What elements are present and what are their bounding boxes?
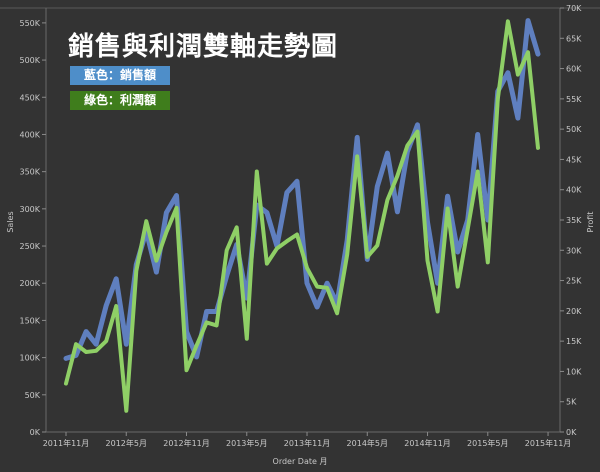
left-tick-label: 250K <box>19 242 40 251</box>
right-axis-title: Profit <box>586 212 595 233</box>
right-tick-label: 25K <box>566 277 582 286</box>
left-tick-label: 550K <box>19 19 40 28</box>
x-tick-label: 2012年5月 <box>106 438 147 448</box>
left-tick-label: 400K <box>19 130 40 139</box>
x-axis-title: Order Date 月 <box>273 457 328 466</box>
left-tick-label: 100K <box>19 354 40 363</box>
chart-title: 銷售與利潤雙軸走勢圖 <box>68 32 339 62</box>
right-tick-label: 55K <box>566 95 582 104</box>
right-tick-label: 70K <box>566 4 582 13</box>
left-tick-label: 300K <box>19 205 40 214</box>
right-tick-label: 0K <box>566 428 577 437</box>
right-tick-label: 15K <box>566 337 582 346</box>
right-tick-label: 65K <box>566 34 582 43</box>
x-tick-label: 2013年11月 <box>284 438 331 448</box>
x-tick-label: 2015年5月 <box>467 438 508 448</box>
left-axis-title: Sales <box>6 211 15 232</box>
x-tick-label: 2014年5月 <box>347 438 388 448</box>
right-tick-label: 40K <box>566 186 582 195</box>
right-tick-label: 35K <box>566 216 582 225</box>
series-lines <box>63 18 541 413</box>
left-tick-label: 200K <box>19 279 40 288</box>
x-tick-label: 2011年11月 <box>43 438 90 448</box>
right-tick-label: 5K <box>566 398 577 407</box>
x-tick-label: 2014年11月 <box>404 438 451 448</box>
left-tick-label: 150K <box>19 316 40 325</box>
right-tick-label: 50K <box>566 125 582 134</box>
legend-profit: 綠色：利潤額 <box>70 91 171 110</box>
x-tick-label: 2012年11月 <box>163 438 210 448</box>
left-tick-label: 50K <box>25 391 41 400</box>
right-tick-label: 10K <box>566 367 582 376</box>
left-tick-label: 0K <box>30 428 41 437</box>
right-axis: 0K 5K 10K 15K 20K 25K 30K 35K 40K 45K 50K 55K 60K 65K… <box>559 4 582 437</box>
left-axis: 0K 50K 100K 150K 200K 250K 300K 350K 400K 450K 500… <box>19 8 47 437</box>
right-tick-label: 30K <box>566 246 582 255</box>
left-tick-label: 350K <box>19 168 40 177</box>
right-tick-label: 45K <box>566 155 582 164</box>
left-tick-label: 450K <box>19 93 40 102</box>
series-line-profit <box>64 19 540 413</box>
x-axis: 2011年11月 2012年5月 2012年11月 2013年5月 2013年11月 20… <box>43 431 572 448</box>
x-tick-label: 2013年5月 <box>226 438 267 448</box>
right-tick-label: 20K <box>566 307 582 316</box>
legend-sales: 藍色：銷售額 <box>70 66 171 85</box>
left-tick-label: 500K <box>19 56 40 65</box>
x-tick-label: 2015年11月 <box>525 438 572 448</box>
right-tick-label: 60K <box>566 65 582 74</box>
